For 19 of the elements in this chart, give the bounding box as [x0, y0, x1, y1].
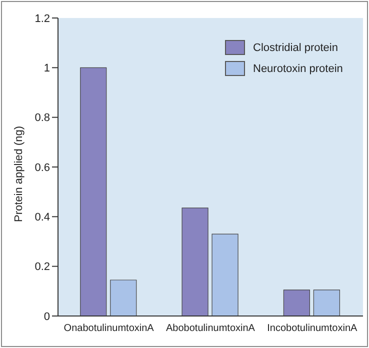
- y-tick-label: 0: [44, 310, 50, 323]
- y-tick-label: 0.6: [34, 162, 50, 174]
- bar: [313, 290, 340, 316]
- y-tick-label: 0.4: [34, 212, 50, 224]
- legend-label: Clostridial protein: [253, 42, 338, 54]
- y-tick-label: 0.2: [34, 261, 50, 274]
- y-tick-label: 0.8: [34, 112, 50, 124]
- bar: [212, 234, 238, 316]
- y-axis-title: Protein applied (ng): [12, 126, 25, 222]
- bar: [182, 208, 208, 316]
- bar: [80, 67, 107, 316]
- y-tick-label: 1.2: [34, 12, 50, 25]
- y-tick-label: 1: [44, 62, 50, 75]
- x-tick-label: OnabotulinumtoxinA: [64, 323, 154, 334]
- x-tick-label: IncobotulinumtoxinA: [267, 323, 358, 334]
- bar: [283, 290, 310, 316]
- legend-label: Neurotoxin protein: [253, 62, 343, 74]
- bar: [110, 280, 137, 316]
- x-tick-label: AbobotulinumtoxinA: [166, 323, 256, 334]
